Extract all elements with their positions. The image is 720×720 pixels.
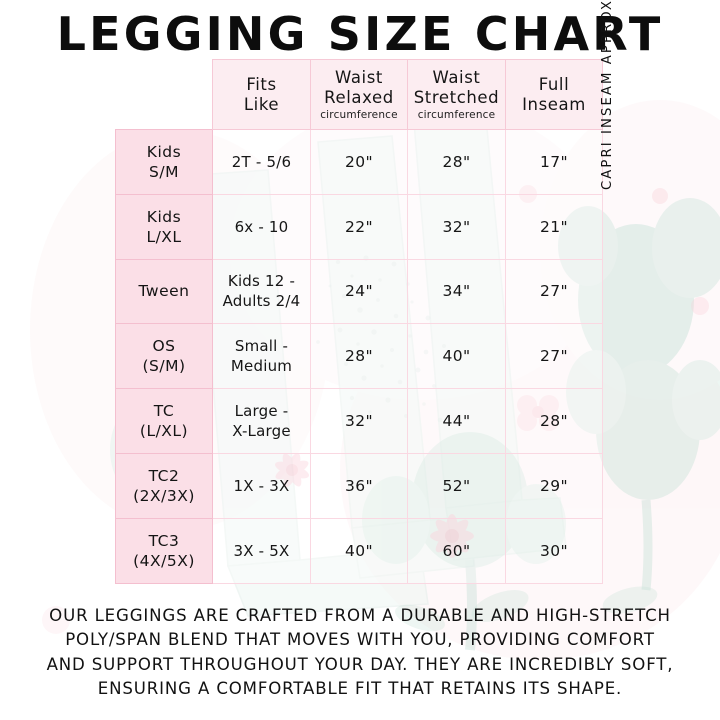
column-header-subtitle: circumference [320,108,398,121]
fits-like-line1: Small - [234,337,289,356]
size-label-cell: Kids S/M [115,129,213,195]
column-header-waist-relaxed: Waist Relaxed circumference [310,59,408,130]
fits-like-line1: 3X - 5X [233,541,290,560]
waist-stretched-cell: 28" [407,129,506,195]
size-label-cell: TC (L/XL) [115,388,213,454]
fits-like-line1: 6x - 10 [234,217,289,236]
fits-like-cell: 3X - 5X [212,517,311,584]
fits-like-cell: Small - Medium [212,323,311,390]
full-inseam-cell: 17" [505,129,603,195]
full-inseam-cell: 29" [505,452,603,519]
fits-like-line1: 2T - 5/6 [231,152,292,171]
size-label-line2: L/XL [146,227,182,246]
waist-stretched-cell: 34" [407,258,506,325]
table-row: OS (S/M) Small - Medium 28" 40" 27" [115,323,603,390]
footer-line-1: OUR LEGGINGS ARE CRAFTED FROM A DURABLE … [49,606,671,625]
size-label-cell: Kids L/XL [115,193,213,260]
fits-like-line2: Medium [230,357,293,376]
waist-stretched-cell: 32" [407,193,506,260]
column-header-line1: Waist [334,67,384,87]
fits-like-cell: 6x - 10 [212,193,311,260]
footer-line-2: POLY/SPAN BLEND THAT MOVES WITH YOU, PRO… [65,630,655,650]
size-label-line1: TC [153,402,175,421]
fits-like-cell: 1X - 3X [212,452,311,519]
size-label-cell: OS (S/M) [115,323,213,390]
waist-relaxed-cell: 40" [310,517,408,584]
column-header-line2: Stretched [413,87,500,107]
table-row: Kids L/XL 6x - 10 22" 32" 21" [115,193,603,260]
fits-like-line2: Adults 2/4 [222,292,301,311]
column-header-fits-like: Fits Like [212,59,311,130]
full-inseam-cell: 28" [505,388,603,454]
column-header-line2: Like [243,94,280,114]
waist-relaxed-cell: 22" [310,193,408,260]
column-header-line2: Relaxed [324,87,394,107]
column-header-subtitle: circumference [417,108,496,121]
waist-stretched-cell: 60" [407,517,506,584]
size-label-line1: TC2 [148,466,180,485]
full-inseam-cell: 27" [505,323,603,390]
size-label-line2: (L/XL) [139,422,189,441]
size-label-line1: Kids [146,142,182,161]
table-header-row: Fits Like Waist Relaxed circumference Wa… [116,59,603,130]
waist-relaxed-cell: 20" [310,129,408,195]
waist-stretched-cell: 44" [407,388,506,454]
table-corner-cell [116,60,213,130]
size-label-line1: Kids [146,207,182,226]
column-header-waist-stretched: Waist Stretched circumference [407,59,506,130]
size-label-cell: TC2 (2X/3X) [115,452,213,519]
waist-relaxed-cell: 36" [310,452,408,519]
page-title: LEGGING SIZE CHART [56,7,664,61]
full-inseam-cell: 21" [505,193,603,260]
table-row: Kids S/M 2T - 5/6 20" 28" 17" [115,129,603,195]
column-header-full-inseam: Full Inseam [505,59,603,130]
fits-like-line1: Kids 12 - [227,272,296,291]
waist-relaxed-cell: 24" [310,258,408,325]
fits-like-cell: Large - X-Large [212,388,311,454]
column-header-line1: Waist [432,67,481,87]
waist-relaxed-cell: 28" [310,323,408,390]
table-row: TC2 (2X/3X) 1X - 3X 36" 52" 29" [115,452,603,519]
full-inseam-cell: 27" [505,258,603,325]
fits-like-cell: 2T - 5/6 [212,129,311,195]
capri-inseam-note: CAPRI INSEAM APPROX 8 INCHES SHORTER [600,0,615,190]
column-header-line2: Inseam [522,94,586,114]
table-row: TC (L/XL) Large - X-Large 32" 44" 28" [115,388,603,454]
full-inseam-cell: 30" [505,517,603,584]
size-label-line1: Tween [138,282,190,301]
footer-line-4: ENSURING A COMFORTABLE FIT THAT RETAINS … [97,678,623,698]
size-label-line2: S/M [149,162,179,181]
size-label-line1: TC3 [148,531,180,550]
waist-stretched-cell: 40" [407,323,506,390]
footer-description: OUR LEGGINGS ARE CRAFTED FROM A DURABLE … [18,604,702,701]
size-label-cell: Tween [115,258,213,325]
footer-line-3: AND SUPPORT THROUGHOUT YOUR DAY. THEY AR… [46,654,674,674]
legging-size-chart-table: Fits Like Waist Relaxed circumference Wa… [115,59,603,584]
waist-relaxed-cell: 32" [310,388,408,454]
size-label-line2: (4X/5X) [133,551,195,570]
waist-stretched-cell: 52" [407,452,506,519]
size-label-cell: TC3 (4X/5X) [115,517,213,584]
size-label-line2: (S/M) [142,357,186,376]
fits-like-line2: X-Large [232,422,291,441]
size-label-line1: OS [152,337,176,356]
fits-like-line1: Large - [234,402,289,421]
column-header-line1: Fits [246,74,277,94]
fits-like-cell: Kids 12 - Adults 2/4 [212,258,311,325]
size-label-line2: (2X/3X) [133,486,195,505]
column-header-line1: Full [538,74,570,94]
fits-like-line1: 1X - 3X [233,476,290,495]
table-row: TC3 (4X/5X) 3X - 5X 40" 60" 30" [115,517,603,584]
table-row: Tween Kids 12 - Adults 2/4 24" 34" 27" [115,258,603,325]
